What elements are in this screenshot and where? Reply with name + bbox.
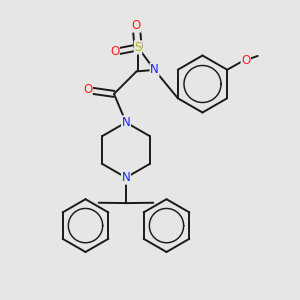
Text: O: O bbox=[132, 19, 141, 32]
Text: N: N bbox=[122, 171, 130, 184]
Text: S: S bbox=[134, 41, 142, 54]
Text: O: O bbox=[241, 54, 250, 67]
Text: N: N bbox=[122, 116, 130, 129]
Text: N: N bbox=[150, 63, 159, 76]
Text: O: O bbox=[83, 83, 92, 96]
Text: O: O bbox=[110, 45, 119, 58]
